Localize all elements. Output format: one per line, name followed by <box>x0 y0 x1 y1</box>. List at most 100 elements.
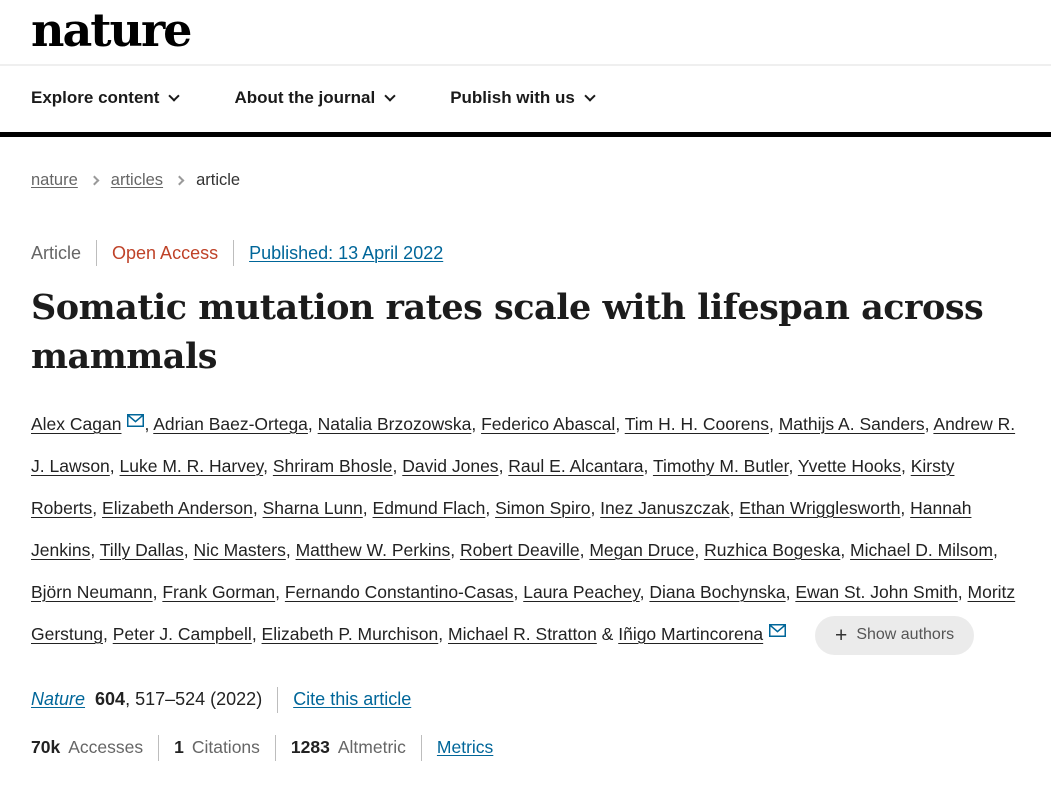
nav-publish-with-us[interactable]: Publish with us <box>450 88 596 108</box>
author-separator: , <box>615 413 625 434</box>
author-link[interactable]: Michael D. Milsom <box>850 539 993 560</box>
author-link[interactable]: Mathijs A. Sanders <box>778 413 925 434</box>
chevron-right-icon <box>89 175 100 186</box>
author-link[interactable]: Björn Neumann <box>31 581 153 602</box>
author-link[interactable]: Ruzhica Bogeska <box>704 539 841 560</box>
author-separator: , <box>785 581 796 602</box>
altmetric-label: Altmetric <box>337 737 406 758</box>
nav-about-the-journal-label: About the journal <box>234 88 376 108</box>
author-link[interactable]: Raul E. Alcantara <box>508 455 644 476</box>
author-separator: , <box>183 539 194 560</box>
published-date-link[interactable]: Published: 13 April 2022 <box>249 242 444 263</box>
show-authors-button[interactable]: + Show authors <box>815 615 975 655</box>
chevron-down-icon <box>584 90 596 102</box>
author-link[interactable]: Timothy M. Butler <box>652 455 789 476</box>
author-separator: , <box>485 497 496 518</box>
author-link[interactable]: Sharna Lunn <box>262 497 363 518</box>
article-type-label: Article <box>31 242 82 263</box>
divider <box>277 686 279 713</box>
author-separator: , <box>285 539 296 560</box>
author-separator: , <box>307 413 318 434</box>
nav-about-the-journal[interactable]: About the journal <box>234 88 396 108</box>
author-separator: , <box>924 413 934 434</box>
author-link[interactable]: Yvette Hooks <box>797 455 901 476</box>
author-link[interactable]: Megan Druce <box>589 539 695 560</box>
author-link[interactable]: Tim H. H. Coorens <box>624 413 769 434</box>
open-access-badge: Open Access <box>112 242 219 263</box>
author-link[interactable]: Michael R. Stratton <box>448 623 597 644</box>
author-separator: , <box>251 623 262 644</box>
author-separator: , <box>392 455 403 476</box>
author-separator: , <box>957 581 968 602</box>
author-link[interactable]: Robert Deaville <box>459 539 580 560</box>
author-link[interactable]: Ethan Wrigglesworth <box>739 497 901 518</box>
breadcrumb-articles[interactable]: articles <box>110 171 164 190</box>
author-separator: , <box>144 413 154 434</box>
author-separator: , <box>498 455 509 476</box>
author-link[interactable]: Luke M. R. Harvey <box>119 455 264 476</box>
envelope-icon[interactable] <box>127 400 145 442</box>
author-separator: & <box>596 623 619 644</box>
divider <box>96 240 98 267</box>
chevron-right-icon <box>174 175 185 186</box>
author-link[interactable]: Andrew R. J. Lawson <box>31 413 1016 476</box>
breadcrumb-nature[interactable]: nature <box>31 171 78 190</box>
author-link[interactable]: Diana Bochynska <box>649 581 786 602</box>
author-link[interactable]: Hannah Jenkins <box>31 497 972 560</box>
author-link[interactable]: Tilly Dallas <box>99 539 184 560</box>
author-link[interactable]: Nic Masters <box>193 539 286 560</box>
envelope-icon[interactable] <box>769 610 787 652</box>
altmetric-count: 1283 <box>290 737 330 758</box>
author-link[interactable]: Inez Januszczak <box>600 497 730 518</box>
author-separator: , <box>639 581 650 602</box>
author-separator: , <box>450 539 460 560</box>
author-link[interactable]: Laura Peachey <box>523 581 640 602</box>
cite-this-article-link[interactable]: Cite this article <box>293 689 412 710</box>
author-link[interactable]: Adrian Baez-Ortega <box>153 413 308 434</box>
author-link[interactable]: Iñigo Martincorena <box>618 623 764 644</box>
author-separator: , <box>152 581 163 602</box>
divider <box>233 240 235 267</box>
chevron-down-icon <box>384 90 396 102</box>
author-separator: , <box>993 539 998 560</box>
author-link[interactable]: Simon Spiro <box>495 497 591 518</box>
nav-explore-content-label: Explore content <box>31 88 160 108</box>
author-link[interactable]: David Jones <box>402 455 499 476</box>
author-link[interactable]: Frank Gorman <box>162 581 276 602</box>
author-separator: , <box>471 413 482 434</box>
author-link[interactable]: Peter J. Campbell <box>112 623 252 644</box>
author-separator: , <box>90 539 100 560</box>
divider <box>274 734 276 761</box>
author-link[interactable]: Shriram Bhosle <box>272 455 393 476</box>
nature-logo[interactable]: nature <box>31 3 192 57</box>
author-separator: , <box>513 581 524 602</box>
author-separator: , <box>590 497 601 518</box>
author-link[interactable]: Moritz Gerstung <box>31 581 1016 644</box>
author-link[interactable]: Edmund Flach <box>372 497 486 518</box>
author-link[interactable]: Elizabeth Anderson <box>102 497 253 518</box>
metrics-row: 70k Accesses 1 Citations 1283 Altmetric … <box>31 734 1020 761</box>
author-link[interactable]: Matthew W. Perkins <box>295 539 451 560</box>
divider <box>420 734 422 761</box>
metrics-link[interactable]: Metrics <box>436 737 494 758</box>
author-link[interactable]: Fernando Constantino-Casas <box>284 581 514 602</box>
main-nav: Explore content About the journal Publis… <box>0 66 1051 138</box>
author-separator: , <box>102 623 113 644</box>
author-separator: , <box>109 455 120 476</box>
journal-link[interactable]: Nature <box>31 689 86 710</box>
plus-icon: + <box>835 623 848 647</box>
author-link[interactable]: Ewan St. John Smith <box>795 581 958 602</box>
author-link[interactable]: Kirsty Roberts <box>31 455 955 518</box>
author-link[interactable]: Federico Abascal <box>481 413 616 434</box>
nav-explore-content[interactable]: Explore content <box>31 88 181 108</box>
citation-pages: , 517–524 (2022) <box>125 689 263 710</box>
author-separator: , <box>900 455 911 476</box>
author-link[interactable]: Alex Cagan <box>31 413 122 434</box>
author-separator: , <box>694 539 705 560</box>
author-link[interactable]: Elizabeth P. Murchison <box>261 623 439 644</box>
divider <box>158 734 160 761</box>
author-link[interactable]: Natalia Brzozowska <box>317 413 472 434</box>
author-separator: , <box>768 413 779 434</box>
author-separator: , <box>900 497 911 518</box>
article-meta-row: Article Open Access Published: 13 April … <box>31 240 1020 267</box>
